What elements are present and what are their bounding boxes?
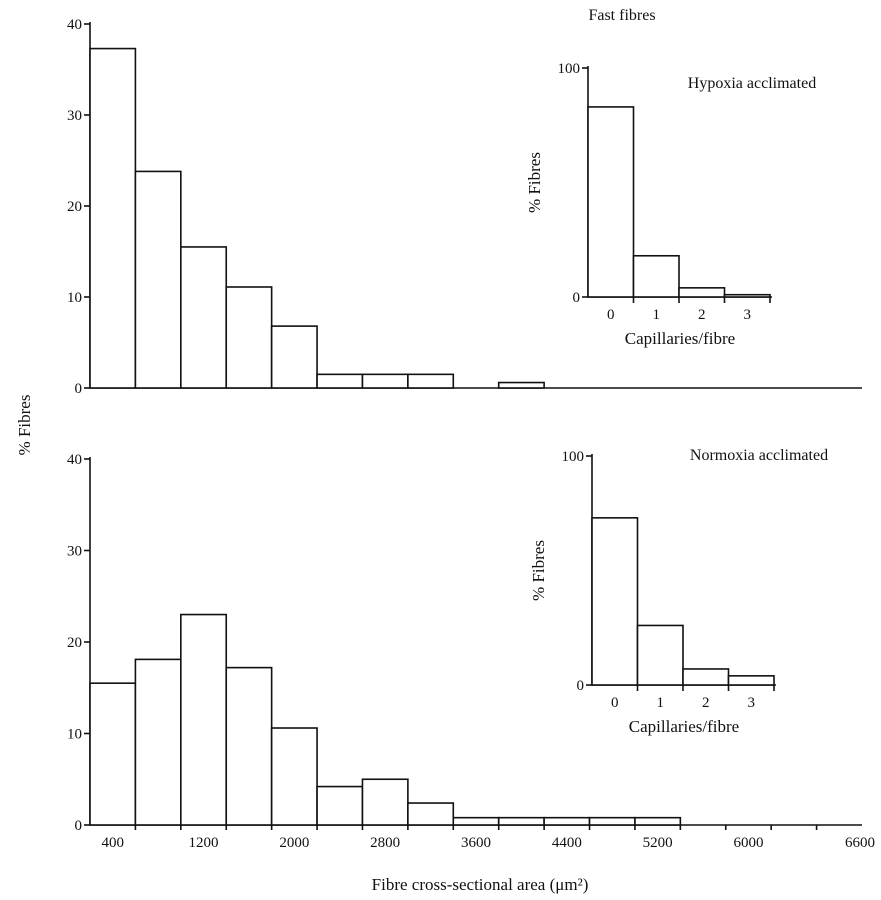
histogram-bar — [134, 658, 182, 826]
histogram-bar — [497, 381, 545, 389]
histogram-bar — [225, 666, 273, 826]
inset-bar — [632, 254, 680, 298]
inset-x-tick-label: 3 — [744, 307, 752, 323]
histogram-bar — [89, 682, 137, 826]
y-tick-label: 40 — [67, 452, 82, 468]
chart-title: Fast fibres — [588, 7, 655, 24]
histogram-bar — [316, 373, 364, 389]
inset-y-axis-label: % Fibres — [525, 152, 544, 213]
hypoxia-capillary-inset: 0 100 0 1 2 3 Capillaries/fibre % Fibres Hypoxia… — [525, 61, 816, 348]
histogram-bar — [316, 785, 364, 826]
inset-x-tick-label: 1 — [657, 695, 665, 711]
x-tick-label: 400 — [101, 835, 124, 851]
y-tick-label: 30 — [67, 544, 82, 560]
y-tick-label: 20 — [67, 635, 82, 651]
y-tick-label: 10 — [67, 290, 82, 306]
x-tick-label: 1200 — [189, 835, 219, 851]
y-tick-label: 20 — [67, 199, 82, 215]
histogram-bar — [361, 778, 409, 826]
shared-x-axis-label: Fibre cross-sectional area (μm²) — [372, 875, 589, 894]
y-tick-label: 0 — [75, 381, 83, 397]
histogram-bar — [361, 373, 409, 389]
histogram-bar — [225, 286, 273, 389]
inset-x-tick-label: 2 — [698, 307, 706, 323]
y-tick-label: 40 — [67, 17, 82, 33]
histogram-bar — [543, 816, 591, 826]
histogram-bar — [634, 816, 682, 826]
shared-y-axis-label: % Fibres — [15, 395, 34, 456]
x-tick-label: 6600 — [845, 835, 875, 851]
histogram-bar — [588, 816, 636, 826]
histogram-bar — [407, 373, 455, 389]
y-tick-label: 10 — [67, 727, 82, 743]
inset-x-tick-label: 0 — [611, 695, 619, 711]
histogram-bar — [497, 816, 545, 826]
histogram-bar — [89, 47, 137, 389]
histogram-bar — [452, 816, 500, 826]
x-tick-label: 4400 — [552, 835, 582, 851]
inset-bar — [587, 106, 635, 298]
inset-y-tick-label: 0 — [577, 678, 585, 694]
x-tick-label: 3600 — [461, 835, 491, 851]
y-tick-label: 0 — [75, 818, 83, 834]
x-tick-label: 6000 — [733, 835, 763, 851]
histogram-bar — [134, 170, 182, 389]
inset-bar — [678, 287, 726, 298]
inset-bar — [682, 668, 730, 686]
inset-bar — [636, 624, 684, 686]
inset-y-tick-label: 100 — [558, 61, 581, 77]
inset-x-tick-label: 0 — [607, 307, 615, 323]
inset-title: Normoxia acclimated — [690, 447, 828, 464]
inset-y-tick-label: 100 — [562, 449, 585, 465]
y-tick-label: 30 — [67, 108, 82, 124]
histogram-bar — [180, 613, 228, 826]
inset-x-axis-label: Capillaries/fibre — [629, 717, 739, 736]
x-tick-label: 2000 — [279, 835, 309, 851]
inset-bar — [591, 517, 639, 686]
histogram-bar — [180, 246, 228, 389]
histogram-bar — [407, 802, 455, 826]
normoxia-capillary-inset: 0 100 0 1 2 3 Capillaries/fibre % Fibres Normoxi… — [529, 447, 828, 736]
inset-bar — [727, 675, 775, 686]
inset-y-tick-label: 0 — [573, 290, 581, 306]
inset-bar — [723, 293, 771, 298]
inset-title: Hypoxia acclimated — [688, 75, 816, 92]
inset-x-tick-label: 1 — [653, 307, 661, 323]
histogram-bar — [270, 325, 318, 389]
inset-x-tick-label: 2 — [702, 695, 710, 711]
inset-x-axis-label: Capillaries/fibre — [625, 329, 735, 348]
x-tick-label: 5200 — [643, 835, 673, 851]
histogram-bar — [270, 727, 318, 826]
inset-y-axis-label: % Fibres — [529, 540, 548, 601]
x-tick-label: 2800 — [370, 835, 400, 851]
inset-x-tick-label: 3 — [748, 695, 756, 711]
